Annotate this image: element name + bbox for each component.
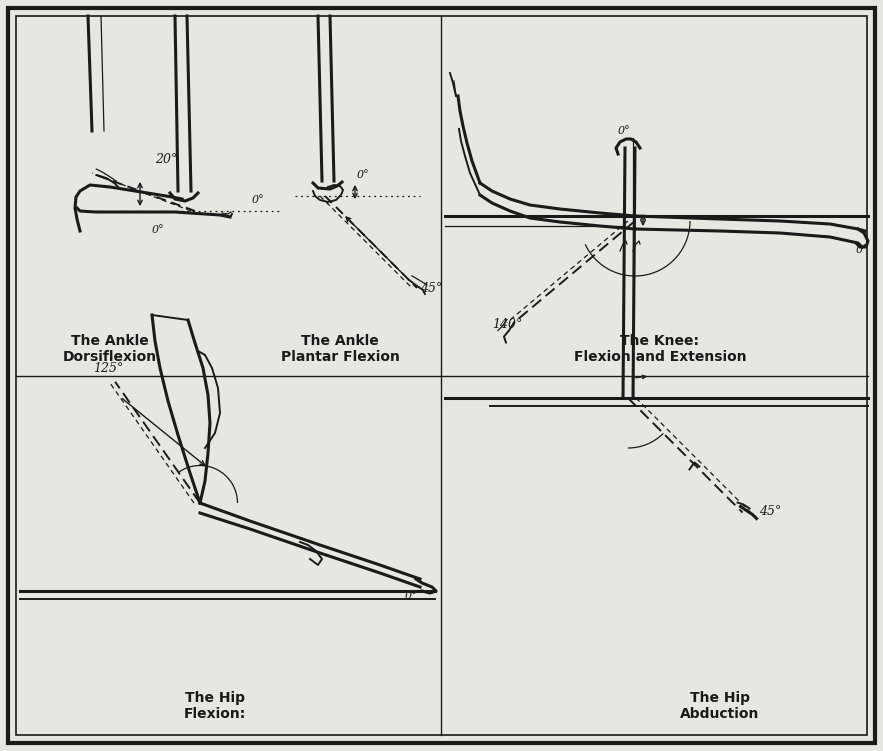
Text: 45°: 45°: [758, 505, 781, 517]
Text: The Hip
Flexion:: The Hip Flexion:: [184, 691, 246, 721]
Text: 0°: 0°: [152, 225, 165, 235]
Text: 125°: 125°: [93, 362, 124, 375]
Text: 0°: 0°: [357, 170, 370, 180]
Text: 0°: 0°: [856, 245, 869, 255]
Text: 0°: 0°: [252, 195, 265, 205]
Text: 20°: 20°: [155, 153, 177, 166]
Text: 0°: 0°: [405, 591, 418, 601]
Text: The Ankle
Plantar Flexion: The Ankle Plantar Flexion: [281, 333, 399, 364]
Text: The Knee:
Flexion and Extension: The Knee: Flexion and Extension: [574, 333, 746, 364]
Text: The Hip
Abduction: The Hip Abduction: [680, 691, 759, 721]
Text: 0°: 0°: [618, 126, 630, 136]
Text: The Ankle
Dorsiflexion: The Ankle Dorsiflexion: [63, 333, 157, 364]
Text: 45°: 45°: [420, 282, 442, 295]
Text: 140°: 140°: [492, 318, 522, 330]
